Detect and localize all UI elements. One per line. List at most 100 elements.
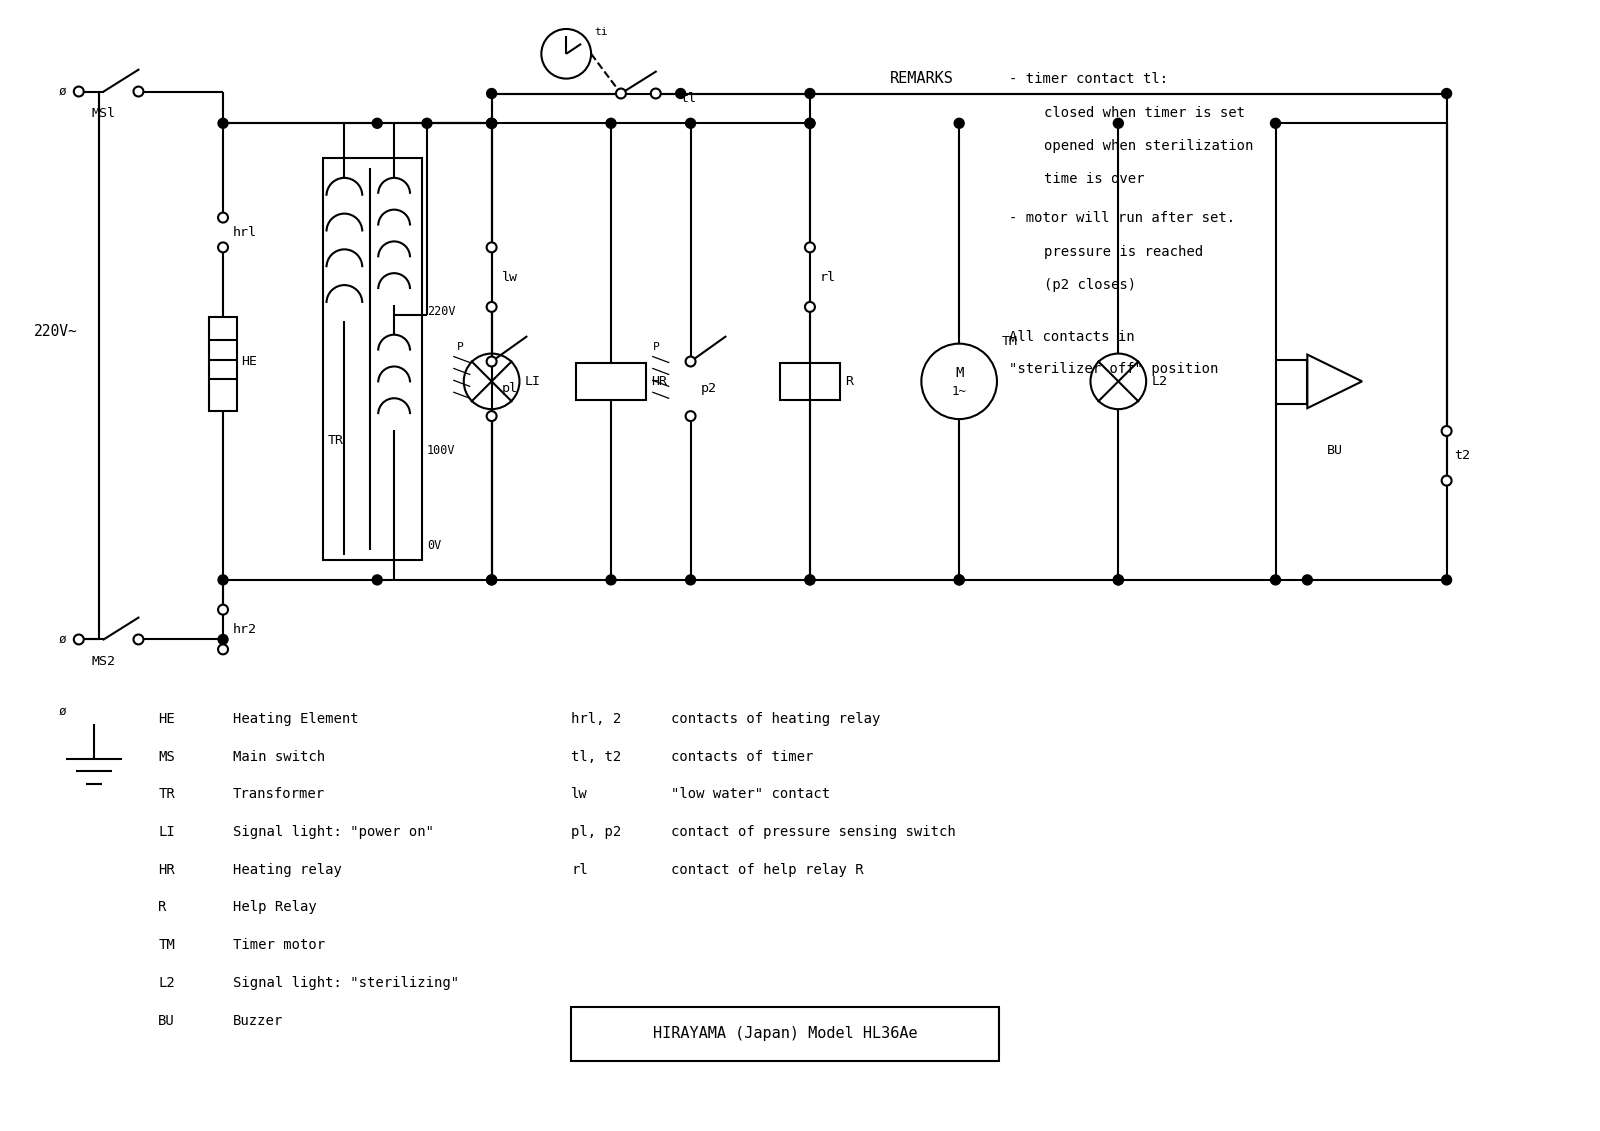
Text: pl, p2: pl, p2 bbox=[571, 824, 621, 839]
Bar bbox=[323, 158, 422, 560]
Text: p2: p2 bbox=[701, 382, 717, 395]
Text: L2: L2 bbox=[1150, 374, 1166, 388]
Text: tl: tl bbox=[680, 92, 696, 105]
Text: Heating Element: Heating Element bbox=[234, 711, 358, 726]
Text: REMARKS: REMARKS bbox=[890, 71, 954, 86]
Text: pl: pl bbox=[501, 382, 517, 395]
Text: HR: HR bbox=[158, 863, 174, 877]
Text: MSl: MSl bbox=[91, 106, 115, 120]
Circle shape bbox=[1442, 426, 1451, 435]
Circle shape bbox=[1114, 119, 1123, 128]
Text: 0V: 0V bbox=[427, 538, 442, 552]
Text: ø: ø bbox=[59, 633, 66, 646]
Text: Help Relay: Help Relay bbox=[234, 900, 317, 915]
Text: R: R bbox=[158, 900, 166, 915]
Text: lw: lw bbox=[571, 787, 587, 801]
Text: LI: LI bbox=[525, 374, 541, 388]
Bar bbox=[1275, 360, 1307, 404]
Text: Signal light: "sterilizing": Signal light: "sterilizing" bbox=[234, 976, 459, 990]
Text: LI: LI bbox=[158, 824, 174, 839]
Circle shape bbox=[805, 119, 814, 128]
Text: 1~: 1~ bbox=[952, 385, 966, 398]
Text: t2: t2 bbox=[1454, 449, 1470, 463]
Text: HIRAYAMA (Japan) Model HL36Ae: HIRAYAMA (Japan) Model HL36Ae bbox=[653, 1026, 917, 1041]
Text: HR: HR bbox=[651, 374, 667, 388]
Text: ø: ø bbox=[59, 85, 66, 98]
Bar bbox=[576, 363, 646, 400]
Circle shape bbox=[1442, 88, 1451, 98]
Text: TR: TR bbox=[158, 787, 174, 801]
Circle shape bbox=[651, 88, 661, 98]
Circle shape bbox=[606, 119, 616, 128]
Text: R: R bbox=[845, 374, 853, 388]
Circle shape bbox=[1270, 575, 1280, 585]
Circle shape bbox=[486, 119, 496, 128]
Circle shape bbox=[486, 88, 496, 98]
Text: All contacts in: All contacts in bbox=[1010, 330, 1134, 344]
Circle shape bbox=[486, 575, 496, 585]
Text: pressure is reached: pressure is reached bbox=[1043, 245, 1203, 259]
Circle shape bbox=[1442, 476, 1451, 485]
Text: rl: rl bbox=[819, 270, 835, 284]
Circle shape bbox=[805, 88, 814, 98]
Circle shape bbox=[373, 575, 382, 585]
Text: 220V~: 220V~ bbox=[34, 325, 78, 339]
Bar bbox=[210, 317, 237, 412]
Circle shape bbox=[74, 634, 83, 645]
Circle shape bbox=[805, 302, 814, 312]
Text: Transformer: Transformer bbox=[234, 787, 325, 801]
Bar bbox=[781, 363, 840, 400]
Text: - motor will run after set.: - motor will run after set. bbox=[1010, 210, 1235, 225]
Text: HE: HE bbox=[158, 711, 174, 726]
Text: ø: ø bbox=[59, 705, 66, 717]
Text: "low water" contact: "low water" contact bbox=[670, 787, 830, 801]
Circle shape bbox=[218, 605, 227, 614]
Circle shape bbox=[218, 575, 227, 585]
Text: Buzzer: Buzzer bbox=[234, 1013, 283, 1028]
Circle shape bbox=[373, 119, 382, 128]
Text: lw: lw bbox=[501, 270, 517, 284]
Circle shape bbox=[685, 356, 696, 366]
Text: contacts of timer: contacts of timer bbox=[670, 750, 813, 763]
Circle shape bbox=[486, 575, 496, 585]
Circle shape bbox=[616, 88, 626, 98]
Text: TR: TR bbox=[328, 434, 344, 448]
Text: TM: TM bbox=[158, 939, 174, 952]
Circle shape bbox=[1270, 119, 1280, 128]
Text: P: P bbox=[653, 342, 659, 352]
Text: Timer motor: Timer motor bbox=[234, 939, 325, 952]
Text: - timer contact tl:: - timer contact tl: bbox=[1010, 71, 1168, 86]
Circle shape bbox=[606, 575, 616, 585]
Circle shape bbox=[486, 302, 496, 312]
Circle shape bbox=[218, 645, 227, 655]
Circle shape bbox=[805, 575, 814, 585]
Circle shape bbox=[954, 575, 965, 585]
Text: Main switch: Main switch bbox=[234, 750, 325, 763]
Circle shape bbox=[1442, 575, 1451, 585]
Text: HE: HE bbox=[242, 355, 258, 368]
Text: MS: MS bbox=[158, 750, 174, 763]
Circle shape bbox=[486, 242, 496, 252]
Circle shape bbox=[133, 634, 144, 645]
Circle shape bbox=[1114, 575, 1123, 585]
Text: BU: BU bbox=[1328, 444, 1344, 457]
Text: hrl: hrl bbox=[234, 226, 258, 239]
Circle shape bbox=[486, 119, 496, 128]
Circle shape bbox=[218, 119, 227, 128]
Text: rl: rl bbox=[571, 863, 587, 877]
Circle shape bbox=[486, 356, 496, 366]
Circle shape bbox=[685, 119, 696, 128]
Text: TM: TM bbox=[1002, 335, 1018, 348]
Text: (p2 closes): (p2 closes) bbox=[1043, 278, 1136, 292]
Text: time is over: time is over bbox=[1043, 172, 1144, 185]
Circle shape bbox=[685, 575, 696, 585]
Text: tl, t2: tl, t2 bbox=[571, 750, 621, 763]
Circle shape bbox=[805, 242, 814, 252]
Text: "sterilizer off" position: "sterilizer off" position bbox=[1010, 362, 1218, 377]
Text: opened when sterilization: opened when sterilization bbox=[1043, 139, 1253, 153]
Text: ti: ti bbox=[594, 27, 608, 37]
Circle shape bbox=[805, 119, 814, 128]
Text: contact of pressure sensing switch: contact of pressure sensing switch bbox=[670, 824, 955, 839]
Circle shape bbox=[675, 88, 685, 98]
Text: Heating relay: Heating relay bbox=[234, 863, 342, 877]
